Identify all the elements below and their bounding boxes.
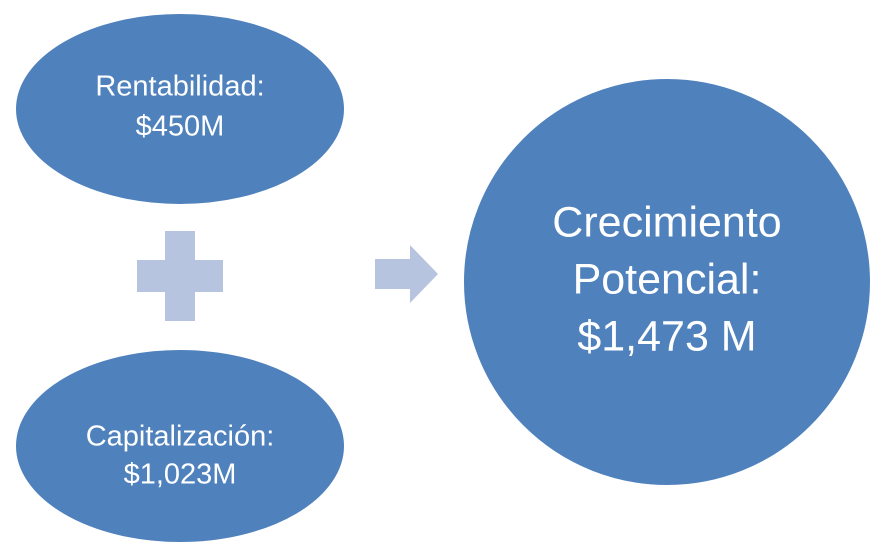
result-circle [462,77,872,487]
node-ellipse [14,12,346,206]
node-label: Crecimiento [552,198,781,246]
node-label: Rentabilidad: [95,71,264,103]
node-ellipse [14,348,346,544]
arrow [375,245,438,303]
plus-sign [137,231,223,321]
node-label: $1,473 M [577,312,756,360]
node-label: Potencial: [573,255,762,303]
node-label: Capitalización: [86,421,275,453]
node-label: $1,023M [124,459,237,491]
node-label: $450M [136,111,225,143]
